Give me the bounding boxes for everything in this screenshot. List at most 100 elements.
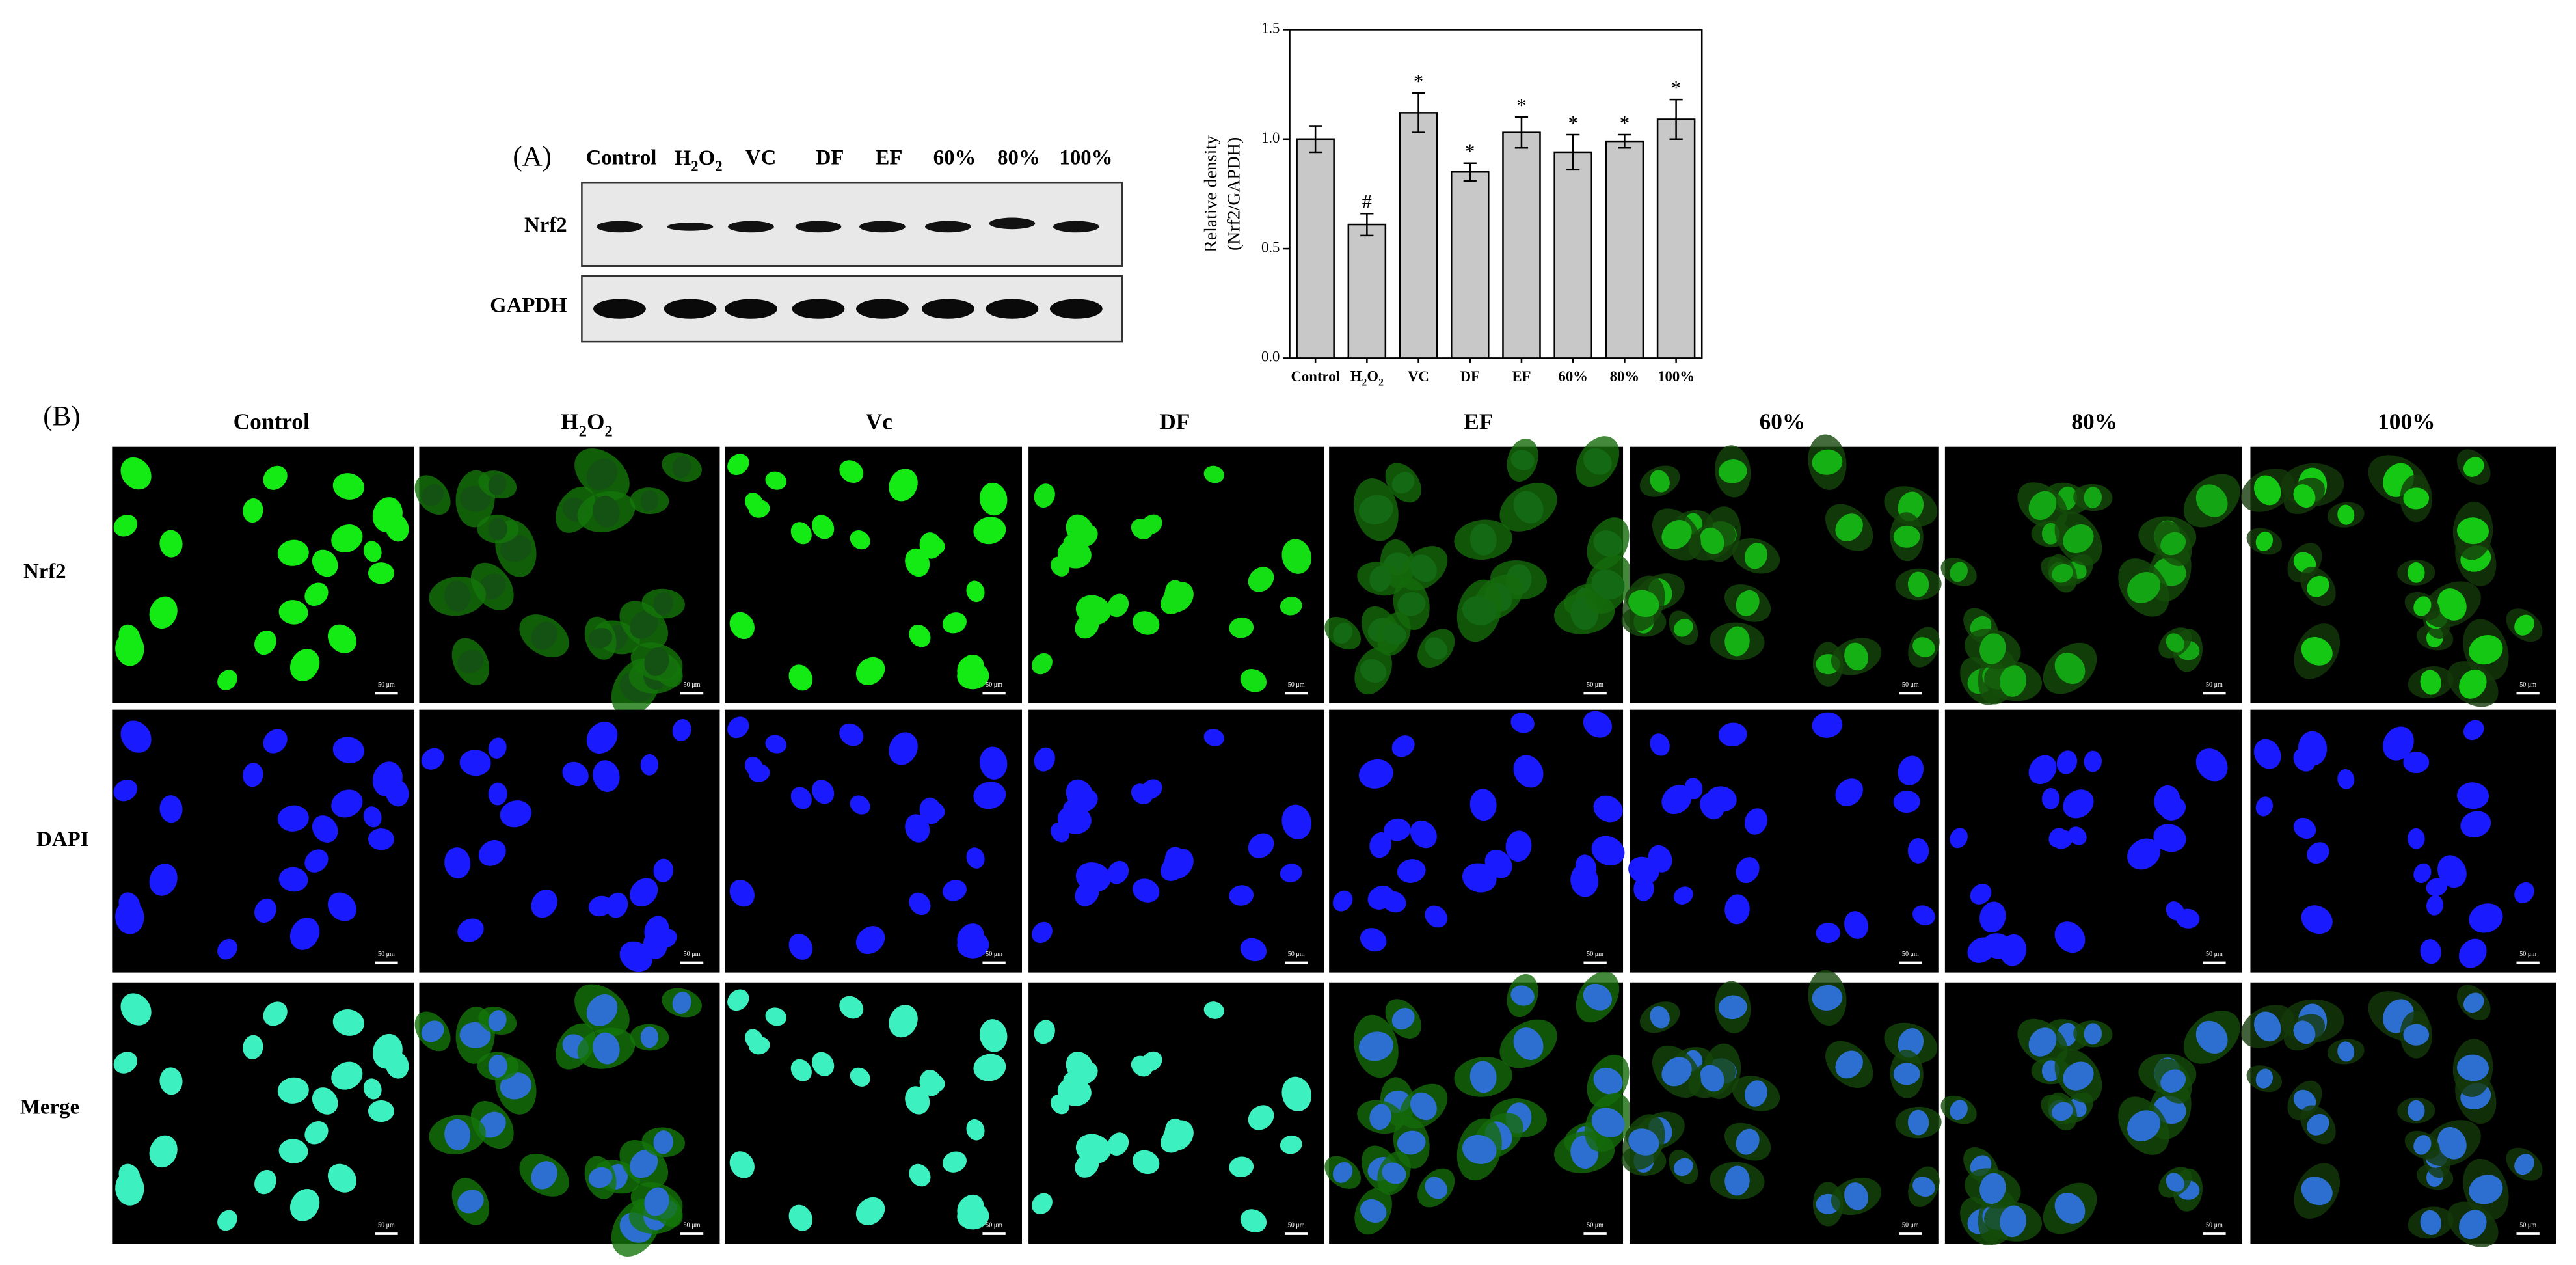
nucleus: [1628, 1128, 1659, 1156]
nucleus: [149, 864, 178, 896]
nucleus: [2413, 863, 2432, 884]
nucleus: [1950, 1100, 1968, 1121]
nucleus: [421, 1020, 444, 1042]
nucleus: [2457, 1054, 2489, 1081]
nucleus: [957, 931, 989, 959]
micrograph: 50 μm: [112, 446, 414, 703]
nucleus: [478, 839, 506, 866]
nucleus: [363, 806, 382, 828]
nucleus: [2054, 653, 2086, 685]
nucleus: [2293, 817, 2316, 839]
micrograph: 50 μm: [1621, 434, 1942, 703]
nucleus: [966, 580, 985, 603]
scale-bar-label: 50 μm: [2519, 951, 2536, 958]
x-tick-label: Control: [1291, 368, 1339, 385]
nucleus: [850, 795, 870, 815]
nucleus: [850, 530, 870, 550]
nucleus: [1425, 1177, 1447, 1199]
scale-bar-label: 50 μm: [378, 951, 395, 958]
nucleus: [254, 1169, 276, 1195]
nucleus: [1970, 884, 1992, 905]
nucleus: [606, 892, 628, 918]
nucleus: [368, 828, 394, 850]
scale-bar-label: 50 μm: [1587, 1222, 1603, 1229]
nucleus: [1513, 491, 1544, 524]
micrograph: 50 μm: [414, 982, 720, 1257]
significance-mark: *: [1414, 70, 1423, 92]
nucleus: [1835, 1050, 1863, 1079]
nucleus: [2293, 484, 2316, 508]
nucleus: [957, 1203, 989, 1230]
nucleus: [1844, 1182, 1868, 1210]
column-label: 60%: [1760, 409, 1806, 434]
nucleus: [2063, 1061, 2094, 1091]
nucleus: [332, 473, 364, 500]
nucleus: [2127, 571, 2161, 603]
nucleus: [1462, 863, 1497, 893]
nucleus: [812, 780, 835, 804]
nucleus: [2307, 575, 2329, 597]
nucleus: [2063, 789, 2094, 819]
nucleus: [979, 482, 1008, 516]
nucleus: [765, 1007, 787, 1026]
nucleus: [957, 662, 989, 690]
nucleus: [942, 1151, 967, 1173]
nucleus: [2255, 796, 2274, 817]
micrograph-bg: [1630, 446, 1939, 703]
nucleus: [1650, 733, 1670, 756]
nucleus: [2514, 1154, 2534, 1175]
nucleus: [749, 764, 770, 782]
nucleus: [1979, 901, 2006, 933]
scale-bar-label: 50 μm: [1902, 1222, 1919, 1229]
nucleus: [1075, 1153, 1099, 1178]
nucleus: [1240, 668, 1267, 692]
nucleus: [672, 719, 691, 741]
nucleus: [500, 535, 532, 562]
nucleus: [790, 1059, 812, 1081]
micrograph: 50 μm: [112, 709, 414, 973]
nucleus: [889, 732, 918, 765]
column-label: EF: [1464, 409, 1493, 434]
micrograph: 50 μm: [1944, 709, 2242, 973]
nucleus: [588, 1167, 613, 1188]
nucleus: [2459, 1210, 2487, 1240]
nucleus: [1513, 1027, 1544, 1061]
blot-frame: [581, 181, 1123, 267]
nucleus: [113, 515, 138, 537]
micrograph: 50 μm: [725, 982, 1023, 1244]
nucleus: [588, 627, 613, 649]
y-tick-label: 0.0: [1261, 349, 1280, 365]
micrograph: 50 μm: [414, 446, 720, 716]
y-tick-label: 1.5: [1261, 20, 1280, 36]
nucleus: [909, 892, 931, 916]
nucleus: [2420, 1210, 2441, 1235]
nucleus: [421, 748, 444, 770]
nucleus: [2255, 531, 2274, 551]
blot-band: [593, 299, 646, 319]
blot-band: [1049, 299, 1103, 319]
nucleus: [2460, 811, 2491, 838]
nucleus: [1032, 653, 1053, 675]
nucleus: [444, 580, 471, 612]
nucleus: [593, 1032, 620, 1065]
nucleus: [788, 664, 813, 691]
nucleus: [159, 1067, 183, 1095]
nucleus: [1591, 1108, 1625, 1137]
nucleus: [488, 782, 507, 806]
nucleus: [979, 746, 1008, 780]
nucleus: [1736, 857, 1760, 884]
nucleus: [812, 515, 835, 539]
nucleus: [562, 761, 589, 787]
nucleus: [2000, 934, 2027, 966]
nucleus: [1133, 878, 1160, 903]
nucleus: [905, 814, 930, 843]
nucleus: [2383, 726, 2414, 761]
nucleus: [966, 1119, 985, 1141]
scale-bar-label: 50 μm: [986, 1222, 1002, 1229]
micrograph: 50 μm: [1324, 436, 1632, 703]
nucleus: [765, 735, 787, 754]
nucleus: [1650, 1006, 1670, 1029]
nucleus: [909, 624, 931, 647]
blot-band: [792, 299, 845, 319]
nucleus: [2063, 524, 2094, 554]
